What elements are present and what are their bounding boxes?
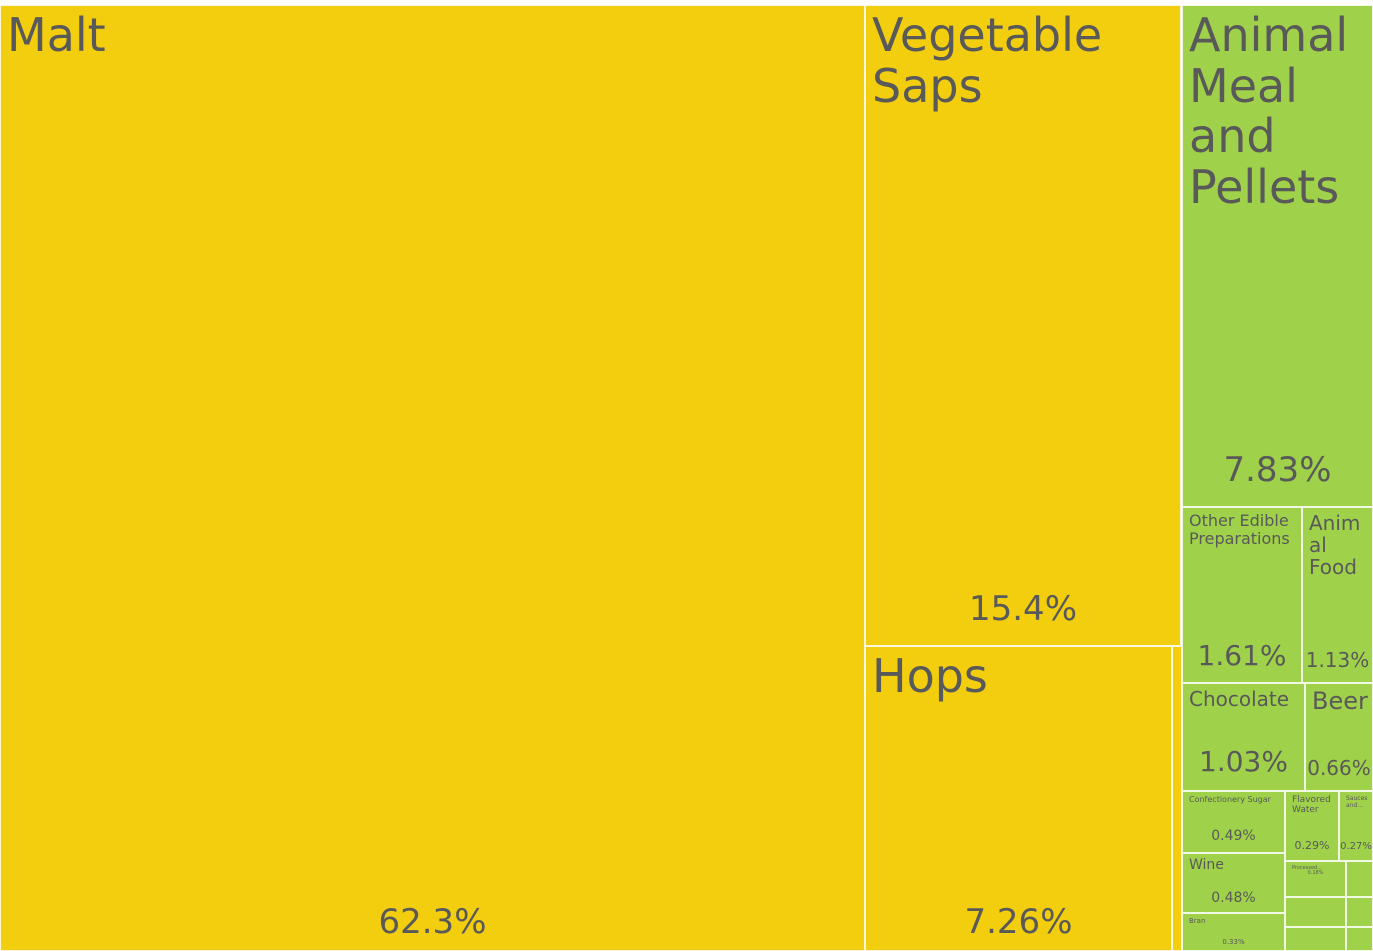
tile-name: Flavored Water [1292, 795, 1331, 815]
tile-name: Beer [1312, 687, 1368, 715]
tile-chocolate[interactable]: Chocolate 1.03% [1182, 683, 1305, 791]
tile-value-label: 0.66% [1307, 756, 1371, 780]
tile-name: Bran [1189, 917, 1206, 925]
tile-value-label: 15.4% [968, 589, 1077, 629]
tile-animal-food[interactable]: Animal Food 1.13% [1302, 507, 1373, 683]
tile-confectionery-sugar[interactable]: Confectionery Sugar 0.49% [1182, 791, 1285, 853]
tile-value-label: 1.13% [1305, 648, 1370, 672]
tile-minor[interactable] [1346, 927, 1373, 951]
tile-name: Chocolate [1189, 687, 1290, 711]
tile-value-label: 0.27% [1340, 841, 1372, 852]
tile-value-label: 0.29% [1294, 839, 1330, 852]
tile-name: Processed... [1292, 865, 1322, 871]
tile-sauces-and[interactable]: Sauces and... 0.27% [1339, 791, 1373, 861]
tile-minor[interactable] [1285, 927, 1346, 951]
tile-other-edible-preparations[interactable]: Other Edible Preparations 1.61% [1182, 507, 1302, 683]
tile-beer[interactable]: Beer 0.66% [1305, 683, 1373, 791]
tile-value-label: 0.33% [1222, 938, 1245, 946]
tile-processed[interactable]: Processed... 0.18% [1285, 861, 1346, 897]
tile-value-label: 7.83% [1223, 450, 1332, 490]
tile-name: Wine [1189, 857, 1224, 873]
tile-value-label: 7.26% [964, 902, 1073, 942]
tile-value-label: 0.48% [1211, 890, 1256, 906]
tile-wine[interactable]: Wine 0.48% [1182, 853, 1285, 913]
tile-name: Malt [7, 8, 106, 62]
tile-hops[interactable]: Hops 7.26% [865, 646, 1172, 951]
tile-name: Hops [872, 649, 988, 703]
tile-bran[interactable]: Bran 0.33% [1182, 913, 1285, 951]
tile-name: Sauces and... [1346, 795, 1368, 809]
tile-value-label: 0.49% [1211, 828, 1256, 844]
tile-flavored-water[interactable]: Flavored Water 0.29% [1285, 791, 1339, 861]
tile-name: Vegetable Saps [872, 8, 1103, 113]
tile-name: Animal Meal and Pellets [1189, 8, 1349, 214]
tile-value-label: 1.03% [1199, 745, 1288, 778]
tile-minor[interactable] [1285, 897, 1346, 927]
tile-value-label: 1.61% [1197, 639, 1287, 672]
tile-malt[interactable]: Malt 62.3% [0, 5, 865, 951]
tile-vegetable-saps[interactable]: Vegetable Saps 15.4% [865, 5, 1181, 646]
tile-name: Other Edible Preparations [1189, 511, 1290, 548]
tile-name: Confectionery Sugar [1189, 795, 1271, 804]
tile-minor[interactable] [1346, 897, 1373, 927]
tile-name: Animal Food [1309, 511, 1361, 579]
tile-animal-meal-and-pellets[interactable]: Animal Meal and Pellets 7.83% [1182, 5, 1373, 507]
tile-value-label: 62.3% [378, 902, 487, 942]
tile-minor[interactable] [1172, 646, 1182, 951]
tile-value-label: 0.18% [1307, 870, 1324, 876]
tile-minor[interactable] [1346, 861, 1373, 897]
